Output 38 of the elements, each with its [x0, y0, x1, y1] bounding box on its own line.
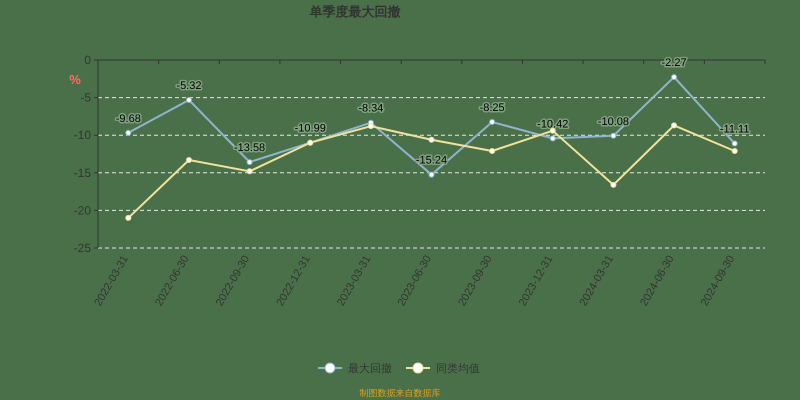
y-tick-label: -15: [74, 166, 92, 180]
text: 制图数据来自数据库: [360, 388, 440, 398]
data-label: -2.27: [662, 57, 687, 70]
point: [125, 214, 132, 221]
data-label: -5.32: [176, 80, 202, 92]
point: [610, 132, 616, 139]
point: [186, 97, 192, 104]
chart-title: 单季度最大回撤: [308, 4, 400, 19]
point: [428, 172, 434, 178]
y-tick-label: 0: [84, 53, 92, 67]
point: [489, 119, 496, 126]
point: [732, 140, 738, 147]
point: [671, 122, 678, 128]
point: [671, 74, 678, 80]
point: [732, 148, 738, 154]
point: [246, 168, 253, 174]
legend-label: 最大回撤: [348, 362, 392, 375]
data-label: -10.42: [537, 118, 568, 130]
point: [246, 159, 253, 166]
data-label: -9.68: [116, 112, 141, 125]
point: [550, 128, 556, 134]
point: [550, 135, 556, 142]
point: [610, 182, 616, 188]
point: [368, 123, 374, 130]
data-label: -15.24: [416, 154, 448, 167]
y-tick-label: -25: [74, 241, 92, 255]
point: [428, 136, 434, 143]
y-axis-title: %: [69, 72, 82, 87]
data-label: -10.99: [294, 122, 326, 135]
y-tick-label: -20: [74, 203, 92, 218]
data-label: -8.34: [358, 102, 384, 115]
point: [489, 148, 496, 154]
point: [125, 130, 132, 136]
legend-label: 同类均值: [436, 362, 480, 375]
y-tick-label: -10: [74, 128, 92, 142]
data-label: -8.25: [480, 102, 505, 114]
y-tick-label: -5: [80, 90, 92, 105]
point: [186, 157, 192, 164]
